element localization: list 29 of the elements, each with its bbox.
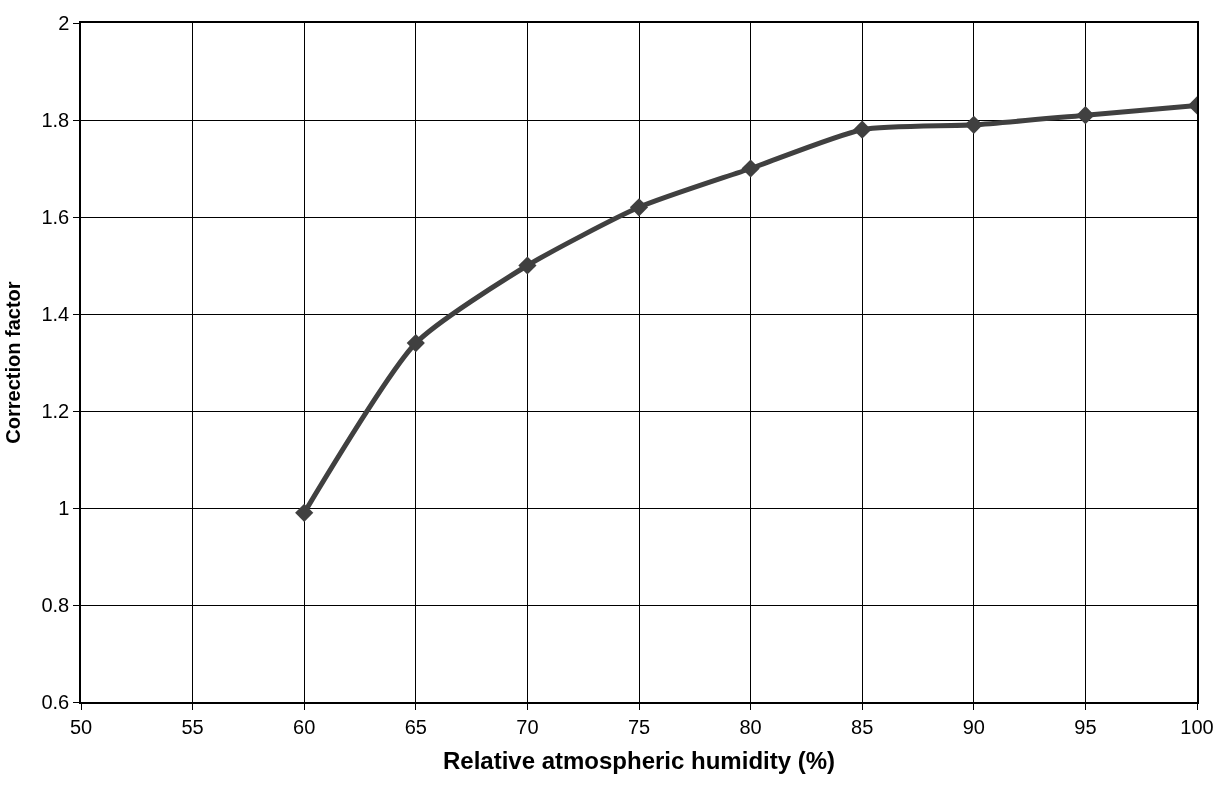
y-tick-label: 2 — [58, 12, 70, 34]
point — [295, 503, 314, 522]
point — [853, 120, 872, 139]
y-tick-label: 0.8 — [41, 594, 70, 616]
x-tick-label: 85 — [851, 715, 874, 738]
x-tick-label: 70 — [516, 715, 539, 738]
y-axis-title: Correction factor — [2, 281, 25, 444]
point — [518, 256, 537, 275]
x-tick-label: 65 — [404, 715, 427, 738]
x-tick-label: 50 — [69, 715, 93, 738]
x-tick-label: 55 — [181, 715, 204, 738]
x-tick-label: 100 — [1180, 715, 1214, 738]
point — [964, 115, 983, 134]
x-tick-label: 90 — [962, 715, 985, 738]
y-tick-label: 0.6 — [41, 691, 70, 713]
x-tick-label: 80 — [739, 715, 762, 738]
point — [629, 198, 649, 217]
x-tick-label: 60 — [293, 715, 316, 738]
point — [741, 159, 760, 178]
x-tick-label: 95 — [1074, 715, 1097, 738]
x-tick-label: 75 — [627, 715, 651, 738]
x-axis-title: Relative atmospheric humidity (%) — [442, 746, 836, 774]
point — [1076, 106, 1095, 125]
y-tick-label: 1.6 — [41, 206, 70, 228]
y-tick-label: 1 — [58, 497, 70, 519]
point — [406, 334, 425, 353]
y-tick-label: 1.4 — [41, 303, 70, 325]
y-tick-label: 1.2 — [41, 400, 70, 422]
y-tick-label: 1.8 — [41, 109, 70, 131]
